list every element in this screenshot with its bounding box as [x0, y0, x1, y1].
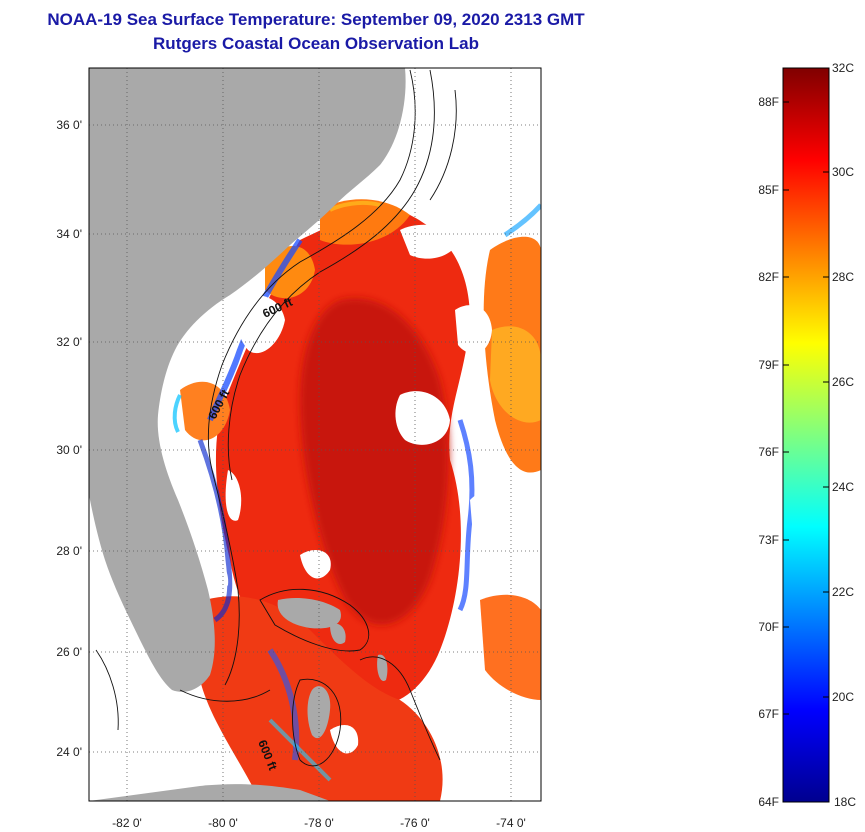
map-title: NOAA-19 Sea Surface Temperature: Septemb…: [47, 10, 585, 29]
colorbar-label-c: 30C: [832, 165, 855, 179]
colorbar-label-f: 64F: [758, 795, 779, 809]
bathymetry-contours: [95, 69, 457, 767]
colorbar-ticks: [783, 101, 829, 715]
lon-label: -80 0': [208, 816, 238, 830]
lat-label: 30 0': [56, 443, 82, 457]
colorbar-label-c: 28C: [832, 270, 855, 284]
map-subtitle: Rutgers Coastal Ocean Observation Lab: [153, 34, 479, 53]
colorbar-label-c: 26C: [832, 375, 855, 389]
land-mainland: [89, 68, 406, 692]
lon-label: -74 0': [496, 816, 526, 830]
colorbar-label-c: 32C: [832, 61, 855, 75]
colorbar-label-c: 24C: [832, 480, 855, 494]
colorbar-label-c: 18C: [834, 795, 857, 809]
lat-label: 28 0': [56, 544, 82, 558]
lon-label: -82 0': [112, 816, 142, 830]
lat-label: 26 0': [56, 645, 82, 659]
colorbar-label-c: 22C: [832, 585, 855, 599]
colorbar-label-f: 82F: [758, 270, 779, 284]
lat-label: 24 0': [56, 745, 82, 759]
lat-label: 32 0': [56, 335, 82, 349]
map-frame: [88, 67, 542, 802]
colorbar-label-f: 85F: [758, 183, 779, 197]
colorbar-label-f: 73F: [758, 533, 779, 547]
colorbar-label-f: 70F: [758, 620, 779, 634]
colorbar-label-f: 67F: [758, 707, 779, 721]
lat-label: 34 0': [56, 227, 82, 241]
lon-label: -78 0': [304, 816, 334, 830]
colorbar: [782, 67, 830, 803]
lat-label: 36 0': [56, 118, 82, 132]
colorbar-label-c: 20C: [832, 690, 855, 704]
colorbar-label-f: 79F: [758, 358, 779, 372]
map-graticule: [89, 68, 541, 801]
colorbar-label-f: 88F: [758, 95, 779, 109]
land-south: [89, 784, 330, 801]
cloud-mask: [200, 224, 541, 801]
lon-label: -76 0': [400, 816, 430, 830]
colorbar-label-f: 76F: [758, 445, 779, 459]
